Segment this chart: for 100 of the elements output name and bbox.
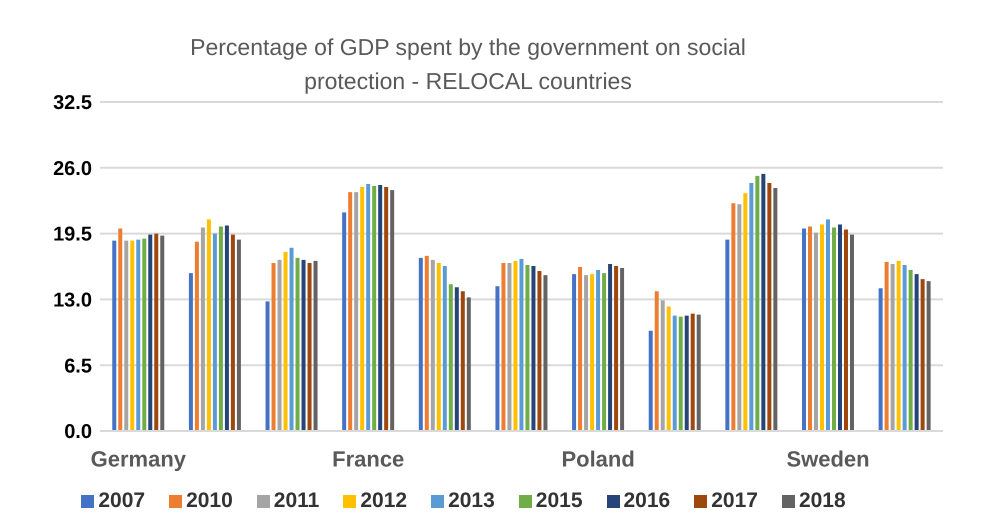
bar: [878, 288, 883, 431]
bar: [372, 186, 376, 431]
bar: [466, 297, 471, 431]
bar: [596, 270, 600, 431]
legend-label: 2007: [98, 489, 146, 512]
bar: [454, 287, 459, 431]
bar: [272, 262, 276, 431]
bar: [124, 240, 128, 431]
y-tick-label: 6.5: [64, 355, 92, 378]
bar: [495, 286, 500, 431]
bar: [136, 240, 140, 431]
bar: [531, 266, 536, 431]
bar: [302, 260, 306, 431]
bar: [678, 316, 683, 431]
bar: [378, 185, 382, 431]
bar: [926, 281, 931, 431]
bar: [761, 174, 766, 431]
bar: [206, 219, 211, 431]
bar: [743, 193, 748, 431]
legend-label: 2017: [711, 489, 758, 512]
bar: [620, 268, 624, 431]
bar: [908, 270, 913, 431]
bar: [767, 182, 772, 431]
x-tick-label: Germany: [90, 446, 187, 472]
bar: [666, 306, 671, 431]
bar: [418, 258, 423, 431]
legend-label: 2015: [536, 489, 582, 512]
bar: [507, 262, 512, 431]
bar: [725, 240, 730, 431]
bar: [614, 266, 618, 431]
bar: [543, 275, 548, 431]
bar: [820, 224, 824, 431]
bar: [684, 316, 689, 431]
bar: [290, 248, 294, 431]
bar: [920, 279, 925, 431]
x-tick-label: Poland: [561, 446, 635, 472]
bar: [278, 260, 282, 431]
bar: [896, 260, 901, 431]
bar: [212, 234, 217, 431]
bar: [914, 274, 919, 431]
bar: [436, 262, 441, 431]
bar: [148, 234, 152, 431]
bar: [608, 264, 612, 431]
bar: [525, 264, 530, 431]
bar: [696, 314, 701, 431]
bar: [844, 230, 848, 431]
bar: [130, 240, 134, 431]
bar: [384, 187, 388, 431]
bar: [578, 267, 582, 431]
bar: [808, 226, 812, 431]
bar: [513, 260, 518, 431]
bar: [142, 238, 146, 431]
bar: [731, 203, 736, 431]
bar: [118, 228, 122, 431]
bar: [654, 291, 659, 431]
bar: [737, 204, 742, 431]
bar: [519, 258, 524, 431]
y-tick-label: 0.0: [64, 421, 92, 444]
bar: [154, 234, 158, 431]
bar: [537, 271, 542, 431]
bar: [850, 234, 854, 431]
bar: [200, 228, 205, 431]
bar: [284, 252, 288, 431]
bar: [584, 275, 588, 431]
legend-label: 2010: [186, 489, 233, 512]
bar: [342, 212, 346, 431]
legend-label: 2011: [274, 489, 320, 512]
bar: [218, 226, 223, 431]
bar: [224, 226, 229, 431]
legend-label: 2018: [798, 489, 846, 512]
bar: [448, 284, 453, 431]
bar: [194, 242, 199, 431]
bar: [690, 314, 695, 431]
bar: [160, 236, 164, 431]
y-tick-label: 26.0: [53, 158, 92, 180]
legend-label: 2012: [360, 489, 408, 512]
bar: [672, 316, 677, 431]
bar: [442, 266, 447, 431]
bar: [773, 188, 778, 431]
bar: [188, 273, 193, 431]
bar: [314, 260, 318, 431]
bar: [749, 182, 754, 431]
bar: [602, 273, 606, 431]
bar: [360, 187, 364, 431]
bar: [826, 219, 830, 431]
bar: [890, 264, 895, 431]
bar: [590, 274, 594, 431]
bar: [814, 232, 818, 431]
bar: [460, 291, 465, 431]
bar: [354, 192, 358, 431]
legend-label: 2013: [448, 489, 495, 512]
bar: [424, 256, 429, 431]
bar: [832, 228, 836, 431]
x-tick-label: France: [332, 446, 404, 472]
y-tick-label: 13.0: [53, 290, 92, 312]
x-tick-label: Sweden: [786, 446, 870, 472]
bar: [838, 224, 842, 431]
bar: [902, 264, 907, 431]
legend-label: 2016: [624, 489, 670, 512]
y-tick-label: 32.5: [53, 92, 92, 114]
